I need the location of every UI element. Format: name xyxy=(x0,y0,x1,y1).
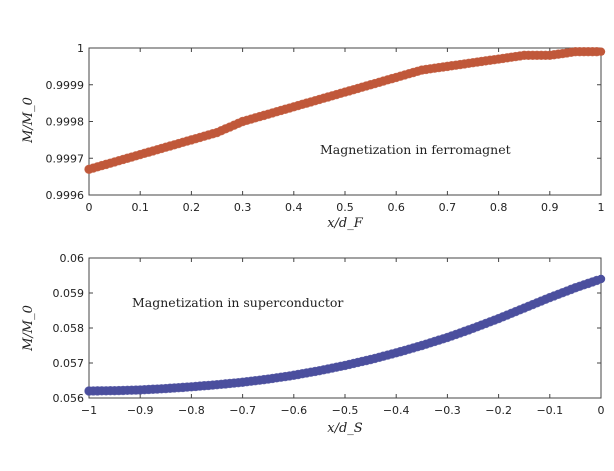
superconductor-x-tick-label: −0.7 xyxy=(229,404,256,417)
superconductor-x-tick-label: −0.1 xyxy=(536,404,563,417)
ferromagnet-plot-frame xyxy=(88,47,602,196)
ferromagnet-y-tick-label: 0.9997 xyxy=(46,152,85,165)
superconductor-y-tick-label: 0.059 xyxy=(53,287,85,300)
ferromagnet-x-tick-label: 0.6 xyxy=(387,201,405,214)
ferromagnet-x-tick-label: 0.9 xyxy=(541,201,559,214)
superconductor-x-ticks: −1 −0.9 −0.8 −0.7 −0.6 −0.5 −0.4 −0.3 −0.2 −0.1 0 xyxy=(81,258,605,417)
superconductor-plot-frame xyxy=(88,257,602,399)
superconductor-x-tick-label: −0.3 xyxy=(434,404,461,417)
superconductor-y-tick-label: 0.06 xyxy=(60,252,85,265)
ferromagnet-y-tick-label: 0.9999 xyxy=(46,79,85,92)
superconductor-x-tick-label: −0.6 xyxy=(280,404,307,417)
ferromagnet-x-tick-label: 0.2 xyxy=(183,201,201,214)
ferromagnet-y-tick-label: 1 xyxy=(77,42,84,55)
superconductor-x-tick-label: −0.2 xyxy=(485,404,512,417)
ferromagnet-x-tick-label: 0.7 xyxy=(439,201,457,214)
superconductor-x-tick-label: −0.4 xyxy=(383,404,410,417)
superconductor-y-tick-label: 0.058 xyxy=(53,322,85,335)
ferromagnet-x-tick-label: 0.5 xyxy=(336,201,354,214)
ferromagnet-annotation: Magnetization in ferromagnet xyxy=(320,142,511,157)
ferromagnet-x-tick-label: 0.8 xyxy=(490,201,508,214)
ferromagnet-y-axis-label: M/M_0 xyxy=(21,97,36,144)
superconductor-y-tick-label: 0.057 xyxy=(53,357,85,370)
superconductor-x-tick-label: 0 xyxy=(598,404,605,417)
superconductor-annotation: Magnetization in superconductor xyxy=(132,295,343,310)
superconductor-data-point xyxy=(596,274,606,284)
ferromagnet-markers xyxy=(84,46,606,174)
ferromagnet-x-tick-label: 1 xyxy=(598,201,605,214)
superconductor-x-tick-label: −0.5 xyxy=(332,404,359,417)
ferromagnet-x-ticks: 0 0.1 0.2 0.3 0.4 0.5 0.6 0.7 0.8 0.9 1 xyxy=(86,48,605,214)
ferromagnet-y-tick-label: 0.9996 xyxy=(46,189,85,202)
ferromagnet-y-ticks: 0.9996 0.9997 0.9998 0.9999 1 xyxy=(46,42,601,202)
superconductor-y-tick-label: 0.056 xyxy=(53,392,85,405)
superconductor-markers xyxy=(84,274,606,396)
ferromagnet-x-tick-label: 0.4 xyxy=(285,201,303,214)
ferromagnet-x-axis-label: x/d_F xyxy=(327,216,364,231)
ferromagnet-x-tick-label: 0 xyxy=(86,201,93,214)
ferromagnet-y-tick-label: 0.9998 xyxy=(46,116,85,129)
superconductor-x-tick-label: −0.9 xyxy=(127,404,154,417)
superconductor-x-tick-label: −0.8 xyxy=(178,404,205,417)
superconductor-x-tick-label: −1 xyxy=(81,404,97,417)
ferromagnet-data-point xyxy=(596,47,606,56)
ferromagnet-x-tick-label: 0.1 xyxy=(131,201,149,214)
superconductor-y-ticks: 0.056 0.057 0.058 0.059 0.06 xyxy=(53,252,601,405)
superconductor-y-axis-label: M/M_0 xyxy=(21,305,36,352)
ferromagnet-x-tick-label: 0.3 xyxy=(234,201,252,214)
superconductor-x-axis-label: x/d_S xyxy=(327,421,363,436)
